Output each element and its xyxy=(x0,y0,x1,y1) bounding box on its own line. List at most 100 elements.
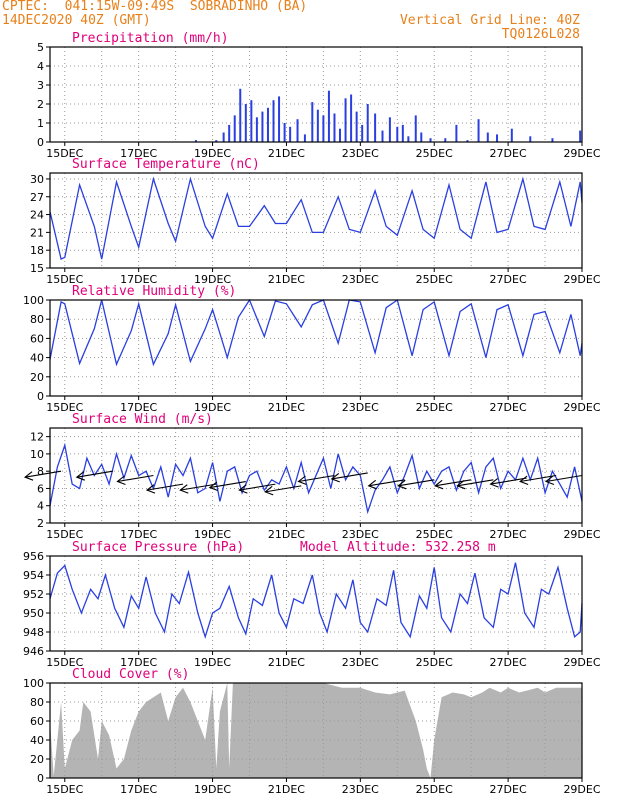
wind-arrow-head xyxy=(145,484,156,494)
panel-frame xyxy=(49,46,583,143)
wind-arrow-shaft xyxy=(520,474,557,483)
wind-arrow-head xyxy=(297,475,307,486)
x-tick-label: 23DEC xyxy=(342,656,379,669)
x-tick-label: 17DEC xyxy=(120,656,157,669)
wind-arrow-shaft xyxy=(398,479,435,487)
wind-arrow xyxy=(544,474,583,486)
x-tick-label: 29DEC xyxy=(563,656,600,669)
y-tick-label: 0 xyxy=(37,390,44,403)
wind-arrow xyxy=(330,472,368,483)
wind-arrow xyxy=(23,470,62,481)
x-tick-label: 23DEC xyxy=(342,783,379,796)
x-tick-label: 17DEC xyxy=(120,401,157,414)
wind-arrow-head xyxy=(75,471,85,481)
y-tick-label: 8 xyxy=(37,465,44,478)
y-tick-label: 15 xyxy=(30,262,44,275)
y-tick-label: 21 xyxy=(30,226,44,239)
y-tick-label: 0 xyxy=(37,772,44,785)
x-tick-label: 23DEC xyxy=(342,273,379,286)
wind-arrow-head xyxy=(434,479,444,490)
y-tick-label: 10 xyxy=(30,448,44,461)
x-tick-label: 19DEC xyxy=(194,273,231,286)
wind-arrow-head xyxy=(519,475,529,486)
x-tick-label: 17DEC xyxy=(120,147,157,160)
x-tick-label: 21DEC xyxy=(268,656,305,669)
run-datetime: 14DEC2020 40Z (GMT) xyxy=(2,13,151,28)
station-header: CPTEC: 041:15W-09:49S SOBRADINHO (BA) xyxy=(2,0,308,14)
wind-arrow-head xyxy=(264,485,274,496)
x-tick-label: 17DEC xyxy=(120,528,157,541)
x-tick-label: 21DEC xyxy=(268,528,305,541)
x-tick-label: 29DEC xyxy=(563,401,600,414)
y-tick-label: 948 xyxy=(23,626,44,639)
wind-arrow xyxy=(208,481,246,492)
panel-5: Surface Pressure (hPa) Model Altitude: 53… xyxy=(23,540,601,669)
x-tick-label: 15DEC xyxy=(46,528,83,541)
x-tick-label: 25DEC xyxy=(416,656,453,669)
panel-2: Surface Temperature (nC) 15 18 21 24 27 30 15DE… xyxy=(30,157,601,286)
x-tick-label: 19DEC xyxy=(194,528,231,541)
wind-arrow-shaft xyxy=(76,470,113,478)
wind-arrow xyxy=(179,483,217,494)
x-tick-label: 27DEC xyxy=(490,273,527,286)
x-tick-label: 21DEC xyxy=(268,783,305,796)
wind-arrow-shaft xyxy=(209,481,246,489)
x-tick-label: 21DEC xyxy=(268,273,305,286)
y-tick-label: 1 xyxy=(37,117,44,130)
wind-arrow-shaft xyxy=(457,479,494,487)
wind-arrow-shaft xyxy=(490,477,527,485)
wind-arrow-shaft xyxy=(435,479,472,487)
wind-arrow xyxy=(297,474,335,486)
y-tick-label: 2 xyxy=(37,98,44,111)
x-tick-label: 25DEC xyxy=(416,401,453,414)
y-tick-label: 946 xyxy=(23,645,44,658)
wind-arrow xyxy=(519,474,557,486)
y-tick-label: 6 xyxy=(37,482,44,495)
x-tick-label: 27DEC xyxy=(490,656,527,669)
x-tick-label: 19DEC xyxy=(194,147,231,160)
panel-6: Cloud Cover (%) 0 20 40 60 80 100 15DEC 17DEC 19D… xyxy=(23,667,601,796)
wind-arrow-shaft xyxy=(545,474,583,483)
wind-arrow-shaft xyxy=(239,483,276,491)
x-tick-label: 19DEC xyxy=(194,656,231,669)
wind-arrow-shaft xyxy=(117,474,154,483)
wind-arrow-head xyxy=(238,484,248,494)
panel-title: Precipitation (mm/h) xyxy=(72,31,229,46)
series-line xyxy=(49,298,583,367)
x-tick-label: 29DEC xyxy=(563,273,600,286)
wind-arrow-head xyxy=(208,481,218,492)
x-tick-label: 23DEC xyxy=(342,528,379,541)
y-tick-label: 60 xyxy=(30,715,44,728)
wind-arrow xyxy=(367,479,405,490)
y-tick-label: 4 xyxy=(37,60,44,73)
x-tick-label: 23DEC xyxy=(342,147,379,160)
wind-arrow xyxy=(434,479,472,490)
x-tick-label: 29DEC xyxy=(563,783,600,796)
x-tick-label: 29DEC xyxy=(563,528,600,541)
wind-arrow xyxy=(456,479,494,490)
y-tick-label: 100 xyxy=(23,677,44,690)
x-tick-label: 27DEC xyxy=(490,783,527,796)
y-tick-label: 12 xyxy=(30,431,44,444)
y-tick-label: 2 xyxy=(37,517,44,530)
x-tick-label: 17DEC xyxy=(120,783,157,796)
wind-arrow-head xyxy=(179,484,189,494)
x-tick-label: 29DEC xyxy=(563,147,600,160)
wind-arrow-shaft xyxy=(265,485,302,493)
wind-arrow xyxy=(238,483,276,494)
wind-arrow-shaft xyxy=(180,483,217,491)
x-tick-label: 25DEC xyxy=(416,147,453,160)
panel-frame xyxy=(49,682,583,779)
wind-arrow-shaft xyxy=(368,479,405,487)
wind-arrow-shaft xyxy=(146,483,184,491)
x-tick-label: 15DEC xyxy=(46,273,83,286)
y-tick-label: 20 xyxy=(30,753,44,766)
y-tick-label: 950 xyxy=(23,607,44,620)
series-line xyxy=(49,442,583,515)
wind-arrow-head xyxy=(23,471,34,481)
y-tick-label: 30 xyxy=(30,173,44,186)
wind-arrow-head xyxy=(397,479,407,490)
series-line xyxy=(49,176,583,261)
wind-arrow xyxy=(489,477,527,488)
